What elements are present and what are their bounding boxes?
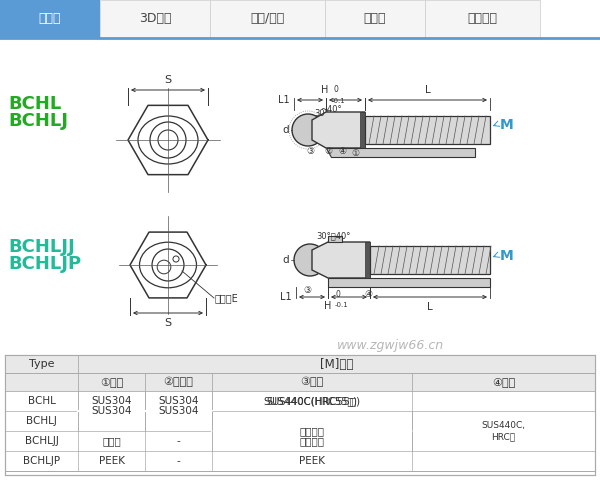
Polygon shape: [370, 246, 490, 274]
Polygon shape: [365, 242, 370, 278]
Text: L: L: [427, 302, 433, 312]
Text: SUS440C,
HRC～: SUS440C, HRC～: [482, 421, 526, 441]
Text: 聚缩醛球: 聚缩醛球: [299, 436, 325, 446]
Polygon shape: [365, 116, 490, 144]
Text: BCHLJP: BCHLJP: [23, 456, 60, 466]
FancyBboxPatch shape: [78, 391, 145, 431]
Text: ①: ①: [351, 149, 359, 158]
Text: ①主体: ①主体: [100, 377, 123, 387]
Text: SUS440C(HRC55～): SUS440C(HRC55～): [263, 396, 361, 406]
Polygon shape: [328, 278, 490, 287]
Text: ③: ③: [303, 286, 311, 295]
Text: d: d: [283, 125, 289, 135]
Text: BCHLJJ: BCHLJJ: [25, 436, 58, 446]
FancyBboxPatch shape: [210, 0, 325, 38]
Polygon shape: [360, 112, 365, 148]
Text: 聚缩醛: 聚缩醛: [102, 436, 121, 446]
Text: BCHL: BCHL: [28, 396, 55, 406]
Text: ③: ③: [306, 147, 314, 156]
Text: 排水孔E: 排水孔E: [215, 293, 239, 303]
FancyBboxPatch shape: [0, 0, 100, 38]
FancyBboxPatch shape: [412, 411, 595, 451]
Text: SUS304: SUS304: [91, 396, 132, 406]
Text: 30°～40°: 30°～40°: [316, 231, 350, 240]
Text: d: d: [283, 255, 289, 265]
FancyBboxPatch shape: [5, 355, 595, 373]
Text: ④: ④: [338, 147, 346, 156]
Text: www.zgwjw66.cn: www.zgwjw66.cn: [337, 338, 443, 351]
Text: BCHLJJ: BCHLJJ: [8, 238, 75, 256]
Text: BCHLJP: BCHLJP: [8, 255, 81, 273]
Text: Type: Type: [29, 359, 54, 369]
FancyBboxPatch shape: [212, 391, 412, 411]
Text: L1: L1: [278, 95, 290, 105]
Text: ~40°: ~40°: [320, 105, 341, 114]
Text: PEEK: PEEK: [299, 456, 325, 466]
Text: 30°: 30°: [314, 109, 329, 118]
Text: -: -: [176, 436, 181, 446]
Circle shape: [292, 114, 324, 146]
FancyBboxPatch shape: [5, 373, 595, 391]
Text: 型号/交期: 型号/交期: [250, 12, 284, 25]
Text: ②: ②: [324, 147, 332, 156]
Text: BCHLJ: BCHLJ: [26, 416, 57, 426]
Polygon shape: [326, 148, 475, 157]
Text: [M]材质: [M]材质: [320, 358, 353, 371]
Text: 3D预览: 3D预览: [139, 12, 171, 25]
Text: BCHL: BCHL: [8, 95, 61, 113]
Text: BCHLJ: BCHLJ: [8, 112, 68, 130]
Text: SUS304: SUS304: [158, 396, 199, 406]
Text: S: S: [164, 75, 172, 85]
Text: H: H: [322, 85, 329, 95]
FancyBboxPatch shape: [325, 0, 425, 38]
Text: -0.1: -0.1: [335, 302, 349, 308]
Text: -0.1: -0.1: [332, 98, 346, 104]
Text: ④副球: ④副球: [492, 377, 515, 387]
FancyBboxPatch shape: [100, 0, 210, 38]
Text: ④: ④: [364, 290, 372, 299]
Text: SUS304: SUS304: [91, 406, 132, 416]
Text: M: M: [500, 249, 514, 263]
FancyBboxPatch shape: [5, 355, 595, 475]
Text: 0: 0: [333, 85, 338, 94]
Text: ②调整环: ②调整环: [164, 377, 193, 387]
Circle shape: [294, 244, 326, 276]
Text: L1: L1: [280, 292, 292, 302]
FancyBboxPatch shape: [212, 411, 412, 451]
Text: M: M: [500, 118, 514, 132]
Polygon shape: [312, 112, 365, 148]
Polygon shape: [312, 242, 370, 278]
Text: L: L: [425, 85, 430, 95]
Text: H: H: [325, 301, 332, 311]
FancyBboxPatch shape: [145, 391, 212, 431]
Text: SUS304: SUS304: [158, 406, 199, 416]
Text: PEEK: PEEK: [98, 456, 125, 466]
Text: ③主球: ③主球: [301, 377, 323, 387]
Text: 规格表: 规格表: [364, 12, 386, 25]
Text: -: -: [176, 456, 181, 466]
FancyBboxPatch shape: [425, 0, 540, 38]
Text: 产品目录: 产品目录: [467, 12, 497, 25]
Text: 尺寸图: 尺寸图: [39, 12, 61, 25]
Text: S: S: [164, 318, 172, 328]
Text: SUS440C(HRC55～): SUS440C(HRC55～): [266, 396, 358, 406]
Polygon shape: [328, 236, 342, 242]
Text: 聚缩醛球: 聚缩醛球: [299, 426, 325, 436]
Text: 0: 0: [336, 290, 341, 299]
